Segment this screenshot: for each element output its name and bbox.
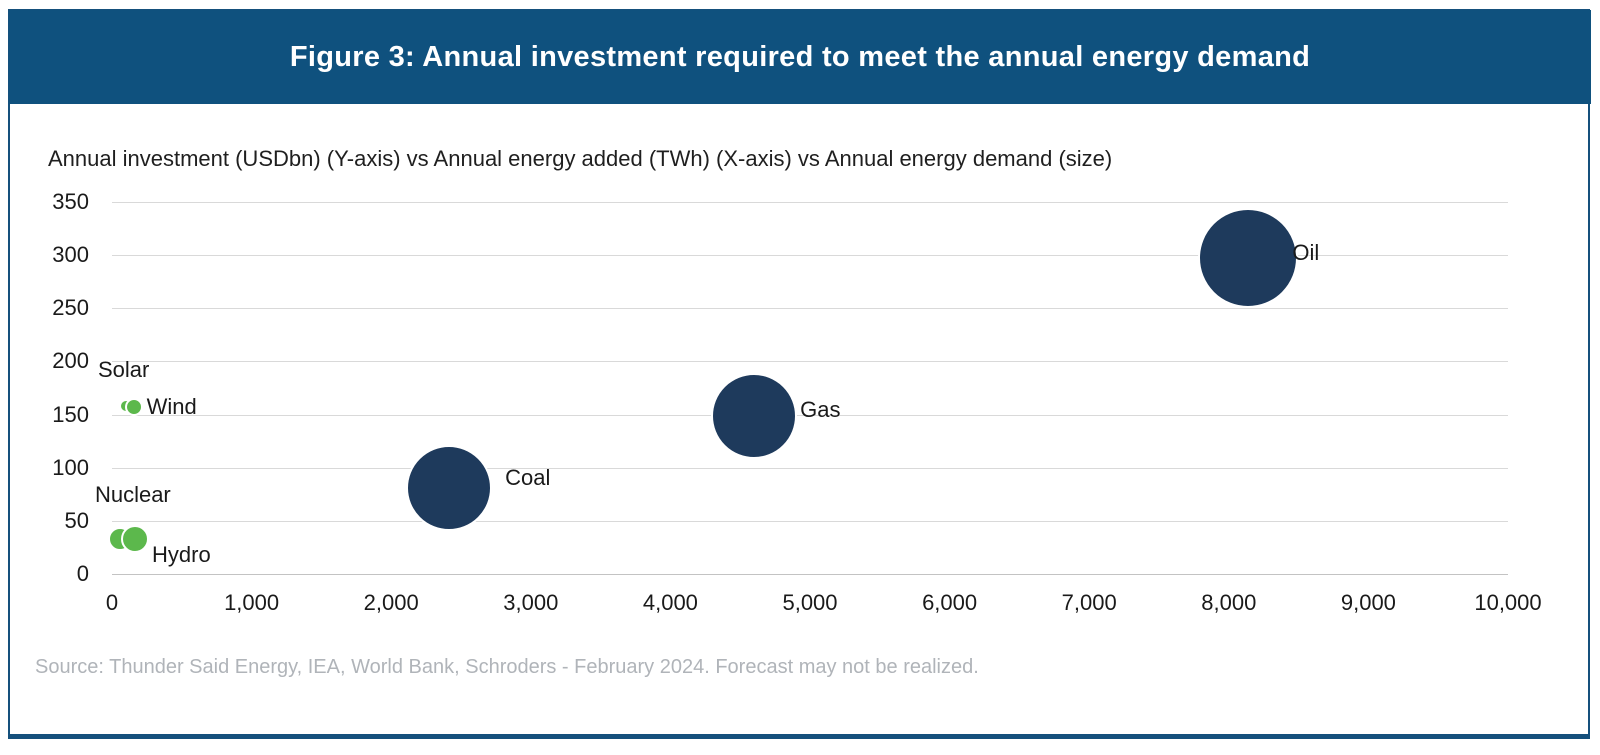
figure-title: Figure 3: Annual investment required to … — [289, 40, 1311, 73]
y-axis-tick-label: 350 — [52, 189, 89, 214]
bubble-wind — [124, 398, 143, 417]
y-axis-tick-label: 200 — [52, 348, 89, 374]
y-axis-tick-label: 50 — [64, 507, 89, 533]
x-axis-tick-label: 6,000 — [922, 590, 978, 615]
y-gridline — [112, 361, 1508, 362]
bubble-label-hydro: Hydro — [152, 541, 211, 567]
x-axis-tick-label: 1,000 — [224, 590, 280, 615]
source-note: Source: Thunder Said Energy, IEA, World … — [35, 656, 979, 678]
y-gridline — [112, 574, 1508, 575]
y-axis-tick-label: 300 — [52, 242, 89, 268]
x-axis-tick-label: 9,000 — [1340, 590, 1396, 615]
bubble-label-gas: Gas — [800, 396, 841, 422]
y-gridline — [112, 468, 1508, 469]
bubble-label-wind: Wind — [146, 394, 197, 420]
y-gridline — [112, 521, 1508, 522]
bubble-label-coal: Coal — [505, 464, 551, 490]
y-gridline — [112, 202, 1508, 203]
x-axis-tick-label: 0 — [105, 590, 119, 615]
y-axis-tick-label: 0 — [76, 561, 89, 586]
x-axis-tick-label: 5,000 — [782, 590, 838, 615]
bubble-oil — [1198, 208, 1299, 309]
x-axis-tick-label: 4,000 — [642, 590, 698, 615]
y-axis-tick-label: 250 — [52, 295, 89, 321]
bubble-label-solar: Solar — [97, 357, 150, 383]
y-gridline — [112, 415, 1508, 416]
figure-frame — [8, 9, 1590, 739]
bubble-gas — [711, 372, 798, 459]
x-axis-tick-label: 8,000 — [1201, 590, 1257, 615]
chart-subtitle: Annual investment (USDbn) (Y-axis) vs An… — [48, 146, 1113, 171]
x-axis-tick-label: 2,000 — [363, 590, 419, 615]
y-gridline — [112, 255, 1508, 256]
x-axis-tick-label: 10,000 — [1474, 590, 1542, 615]
y-gridline — [112, 308, 1508, 309]
bubble-coal — [406, 444, 493, 531]
y-axis-tick-label: 100 — [52, 454, 89, 480]
bubble-label-oil: Oil — [1292, 240, 1320, 266]
figure-title-bar: Figure 3: Annual investment required to … — [9, 10, 1591, 104]
bubble-hydro — [121, 524, 150, 553]
bubble-label-nuclear: Nuclear — [94, 481, 171, 507]
x-axis-tick-label: 3,000 — [503, 590, 559, 615]
y-axis-tick-label: 150 — [52, 401, 89, 427]
x-axis-tick-label: 7,000 — [1061, 590, 1117, 615]
